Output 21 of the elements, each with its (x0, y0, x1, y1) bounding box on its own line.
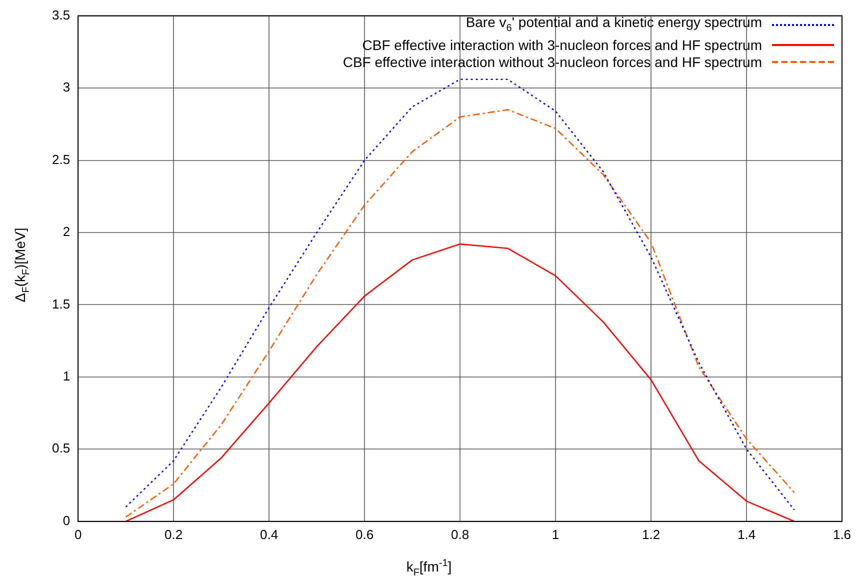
y-tick-label: 2.5 (52, 152, 70, 167)
y-tick-label: 1.5 (52, 296, 70, 312)
legend-label: CBF effective interaction with 3-nucleon forces and HF spectrum (362, 36, 762, 54)
x-tick-label: 1.4 (737, 526, 756, 542)
legend-label: CBF effective interaction without 3-nucleon forces and HF spectrum (342, 54, 762, 71)
x-tick-label: 1.6 (832, 526, 852, 542)
y-tick-label: 3.5 (52, 7, 70, 22)
x-tick-label: 1 (552, 526, 560, 542)
x-axis-title: k$_{F}$[fm$^{-1}$] (405, 558, 453, 578)
x-tick-label: 0.6 (356, 526, 374, 542)
x-tick-label: 0.8 (450, 526, 470, 542)
y-tick-label: 0.5 (52, 440, 70, 456)
y-tick-label: 1 (62, 368, 70, 384)
y-tick-label: 3 (62, 80, 70, 95)
legend-label: Bare v$_{6}$' potential and a kinetic energy spectrum (466, 14, 762, 36)
y-tick-label: 0 (62, 512, 70, 528)
y-tick-label: 2 (62, 224, 70, 240)
x-tick-label: 0.2 (164, 526, 183, 542)
x-tick-label: 0.4 (260, 526, 278, 542)
x-tick-label: 1.2 (642, 526, 660, 542)
x-tick-label: 0 (74, 526, 82, 542)
